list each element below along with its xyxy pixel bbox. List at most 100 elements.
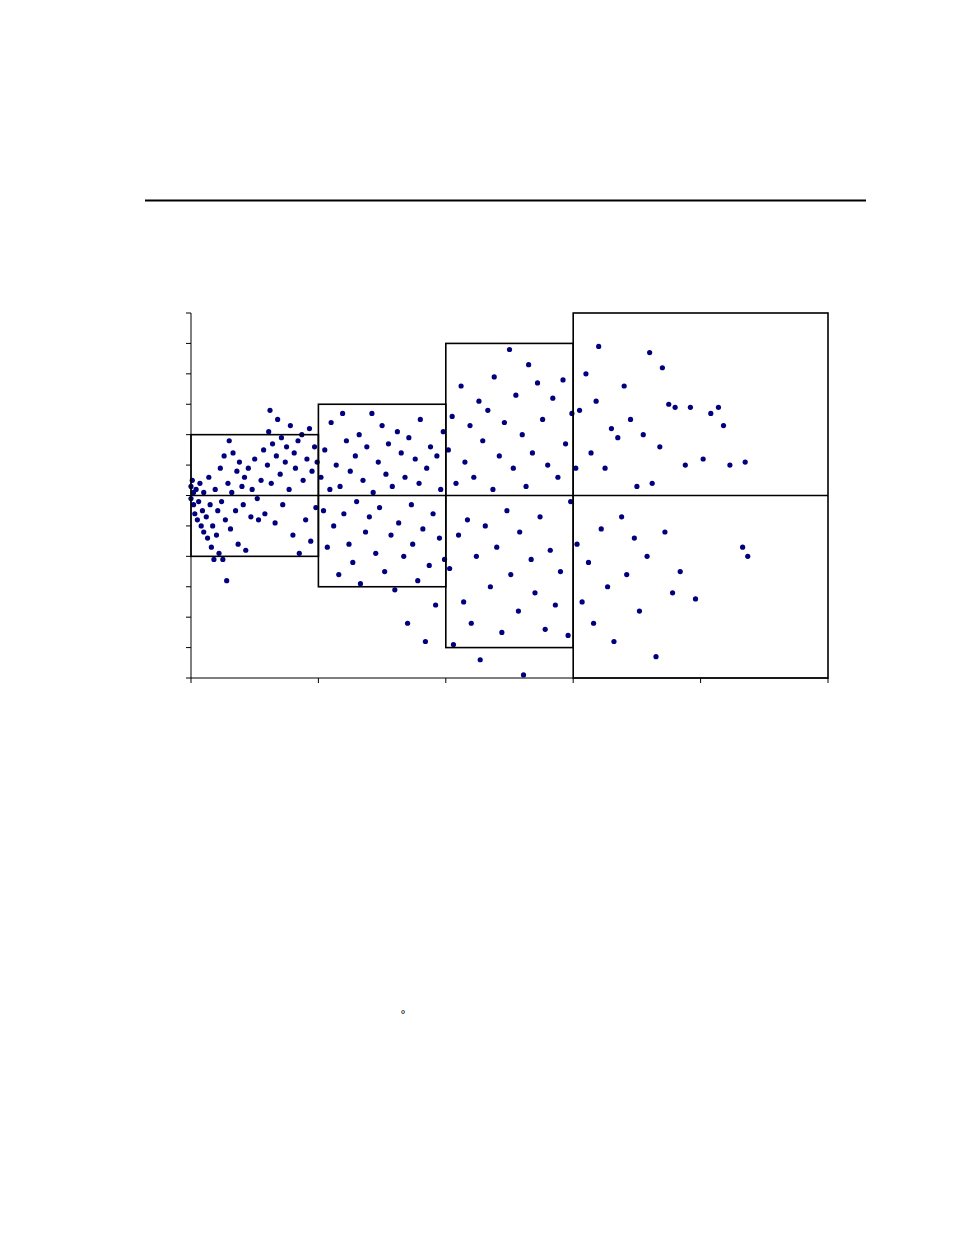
point — [327, 487, 332, 492]
point — [237, 459, 242, 464]
point — [284, 444, 289, 449]
y-tick — [186, 313, 191, 314]
point — [716, 405, 721, 410]
point — [451, 642, 456, 647]
point — [297, 551, 302, 556]
point — [228, 526, 233, 531]
y-tick — [186, 586, 191, 587]
point — [234, 469, 239, 474]
point — [583, 371, 588, 376]
point — [236, 542, 241, 547]
point — [427, 563, 432, 568]
point — [529, 557, 534, 562]
point — [201, 529, 206, 534]
point — [248, 514, 253, 519]
points — [188, 344, 750, 678]
point — [200, 508, 205, 513]
point — [471, 475, 476, 480]
point — [555, 475, 560, 480]
point — [295, 438, 300, 443]
point — [307, 426, 312, 431]
point — [222, 453, 227, 458]
point — [540, 417, 545, 422]
point — [211, 557, 216, 562]
point — [376, 459, 381, 464]
point — [591, 621, 596, 626]
y-tick — [186, 373, 191, 374]
point — [740, 545, 745, 550]
point — [609, 426, 614, 431]
point — [344, 438, 349, 443]
point — [415, 578, 420, 583]
point — [242, 475, 247, 480]
point — [588, 450, 593, 455]
point — [354, 499, 359, 504]
y-tick — [186, 343, 191, 344]
point — [553, 602, 558, 607]
point — [550, 396, 555, 401]
point — [596, 344, 601, 349]
point — [255, 496, 260, 501]
point — [647, 350, 652, 355]
point — [560, 377, 565, 382]
point — [358, 581, 363, 586]
point — [438, 487, 443, 492]
point — [453, 481, 458, 486]
point — [357, 432, 362, 437]
point — [423, 639, 428, 644]
point — [192, 511, 197, 516]
point — [517, 529, 522, 534]
point — [246, 466, 251, 471]
point — [433, 602, 438, 607]
point — [644, 554, 649, 559]
point — [637, 608, 642, 613]
point — [229, 490, 234, 495]
point — [367, 514, 372, 519]
point — [465, 517, 470, 522]
point — [634, 484, 639, 489]
point — [269, 481, 274, 486]
point — [532, 590, 537, 595]
point — [678, 569, 683, 574]
point — [215, 508, 220, 513]
point — [447, 566, 452, 571]
point — [577, 408, 582, 413]
point — [250, 487, 255, 492]
point — [353, 453, 358, 458]
point — [210, 523, 215, 528]
point — [256, 517, 261, 522]
x-tick — [191, 678, 192, 683]
point — [325, 545, 330, 550]
point — [478, 657, 483, 662]
point — [293, 466, 298, 471]
point — [363, 529, 368, 534]
point — [329, 420, 334, 425]
point — [476, 399, 481, 404]
point — [308, 539, 313, 544]
point — [545, 462, 550, 467]
point — [650, 481, 655, 486]
point — [193, 487, 198, 492]
point — [537, 514, 542, 519]
point — [399, 450, 404, 455]
point — [516, 608, 521, 613]
page-rule — [145, 200, 866, 202]
point — [745, 554, 750, 559]
point — [430, 511, 435, 516]
point — [410, 542, 415, 547]
point — [580, 599, 585, 604]
annotation: ° — [400, 1008, 406, 1021]
point — [494, 545, 499, 550]
point — [418, 417, 423, 422]
point — [208, 502, 213, 507]
point — [283, 459, 288, 464]
point — [337, 484, 342, 489]
point — [195, 517, 200, 522]
point — [373, 551, 378, 556]
point — [563, 441, 568, 446]
point — [653, 654, 658, 659]
point — [535, 380, 540, 385]
point — [641, 432, 646, 437]
point — [380, 423, 385, 428]
point — [543, 627, 548, 632]
